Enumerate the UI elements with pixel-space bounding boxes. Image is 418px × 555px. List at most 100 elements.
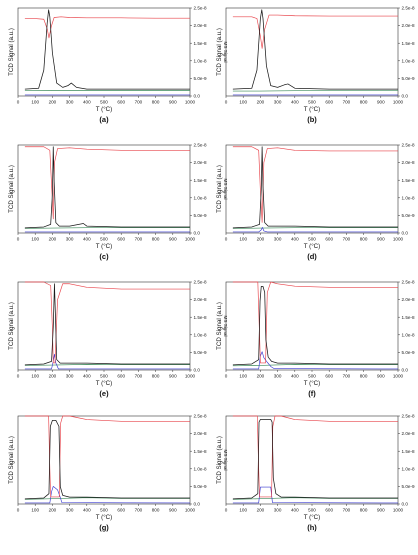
y2-tick-label: 2.5e-8 [402,280,415,285]
x-tick-label: 500 [100,374,108,379]
x-tick-label: 200 [49,237,57,242]
x-tick-label: 200 [257,100,265,105]
x-tick-label: 700 [135,100,143,105]
y2-tick-label: 5.0e-9 [402,76,415,81]
x-tick-label: 500 [100,237,108,242]
x-tick-label: 300 [274,100,282,105]
x-tick-label: 0 [225,237,228,242]
x-tick-label: 0 [17,237,20,242]
x-tick-label: 700 [135,237,143,242]
x-tick-label: 800 [152,374,160,379]
y2-tick-label: 5.0e-9 [402,350,415,355]
y2-tick-label: 2.5e-8 [194,6,207,11]
x-tick-label: 300 [66,374,74,379]
x-tick-label: 800 [360,374,368,379]
y2-tick-label: 2.5e-8 [194,280,207,285]
x-tick-label: 300 [66,100,74,105]
x-tick-label: 500 [100,100,108,105]
x-tick-label: 800 [152,237,160,242]
y2-tick-label: 5.0e-9 [402,213,415,218]
y2-tick-label: 1.0e-8 [194,332,207,337]
y2-tick-label: 2.0e-8 [194,160,207,165]
y2-tick-label: 2.5e-8 [402,143,415,148]
y2-tick-label: 2.0e-8 [194,431,207,436]
x-tick-label: 0 [17,374,20,379]
x-axis-label: T (°C) [96,243,112,250]
panel-label: (a) [99,115,109,124]
y2-tick-label: 2.0e-8 [402,23,415,28]
x-tick-label: 0 [225,374,228,379]
panel-label: (g) [99,523,109,532]
panel-label: (b) [307,115,317,124]
x-tick-label: 600 [117,508,125,513]
ms-red-series-line [233,282,398,363]
y-axis-label: TCD Signal (a.u.) [216,436,223,484]
y2-tick-label: 1.5e-8 [194,315,207,320]
x-tick-label: 600 [117,374,125,379]
x-tick-label: 900 [169,508,177,513]
y2-tick-label: 0.0 [402,94,409,99]
ms-blue-series-line [25,354,190,369]
x-tick-label: 100 [239,237,247,242]
x-tick-label: 100 [239,374,247,379]
x-tick-label: 900 [169,237,177,242]
y2-tick-label: 1.5e-8 [194,449,207,454]
y2-tick-label: 1.0e-8 [194,195,207,200]
y2-tick-label: 1.0e-8 [402,466,415,471]
y2-tick-label: 0.0 [194,94,201,99]
x-tick-label: 700 [135,508,143,513]
x-tick-label: 700 [135,374,143,379]
x-tick-label: 700 [343,374,351,379]
x-tick-label: 400 [83,100,91,105]
panel-label: (h) [307,523,317,532]
x-tick-label: 300 [274,374,282,379]
y2-tick-label: 0.0 [194,502,201,507]
y2-tick-label: 2.5e-8 [402,414,415,419]
x-tick-label: 300 [66,237,74,242]
x-tick-label: 800 [360,100,368,105]
y2-tick-label: 1.5e-8 [194,178,207,183]
x-axis-label: T (°C) [96,380,112,387]
tcd-series-line [25,10,190,89]
y-axis-label: TCD Signal (a.u.) [8,436,15,484]
x-tick-label: 100 [31,100,39,105]
x-tick-label: 800 [360,508,368,513]
y2-tick-label: 0.0 [402,368,409,373]
y2-tick-label: 5.0e-9 [194,484,207,489]
x-tick-label: 700 [343,237,351,242]
tcd-series-line [25,420,190,498]
x-tick-label: 300 [274,237,282,242]
ms-red-series-line [233,147,398,223]
x-tick-label: 600 [325,508,333,513]
x-tick-label: 400 [83,237,91,242]
x-tick-label: 600 [325,100,333,105]
y-axis-label: TCD Signal (a.u.) [216,28,223,76]
y2-tick-label: 2.5e-8 [402,6,415,11]
x-tick-label: 200 [257,508,265,513]
x-tick-label: 800 [152,508,160,513]
x-tick-label: 0 [225,100,228,105]
y2-tick-label: 5.0e-9 [402,484,415,489]
ms-red-series-line [25,147,190,219]
x-axis-label: T (°C) [96,514,112,521]
ms-red-series-line [233,15,398,48]
x-tick-label: 200 [257,374,265,379]
x-tick-label: 900 [169,374,177,379]
plot-frame [226,145,398,233]
plot-frame [18,8,190,96]
y2-tick-label: 2.0e-8 [402,297,415,302]
y-axis-label: TCD Signal (a.u.) [216,165,223,213]
plot-frame [226,282,398,370]
y2-tick-label: 0.0 [194,231,201,236]
x-tick-label: 1000 [185,100,196,105]
y2-tick-label: 1.5e-8 [402,315,415,320]
x-tick-label: 0 [17,100,20,105]
y-axis-label: TCD Signal (a.u.) [8,302,15,350]
x-tick-label: 600 [325,374,333,379]
x-tick-label: 700 [343,508,351,513]
y2-tick-label: 0.0 [402,502,409,507]
